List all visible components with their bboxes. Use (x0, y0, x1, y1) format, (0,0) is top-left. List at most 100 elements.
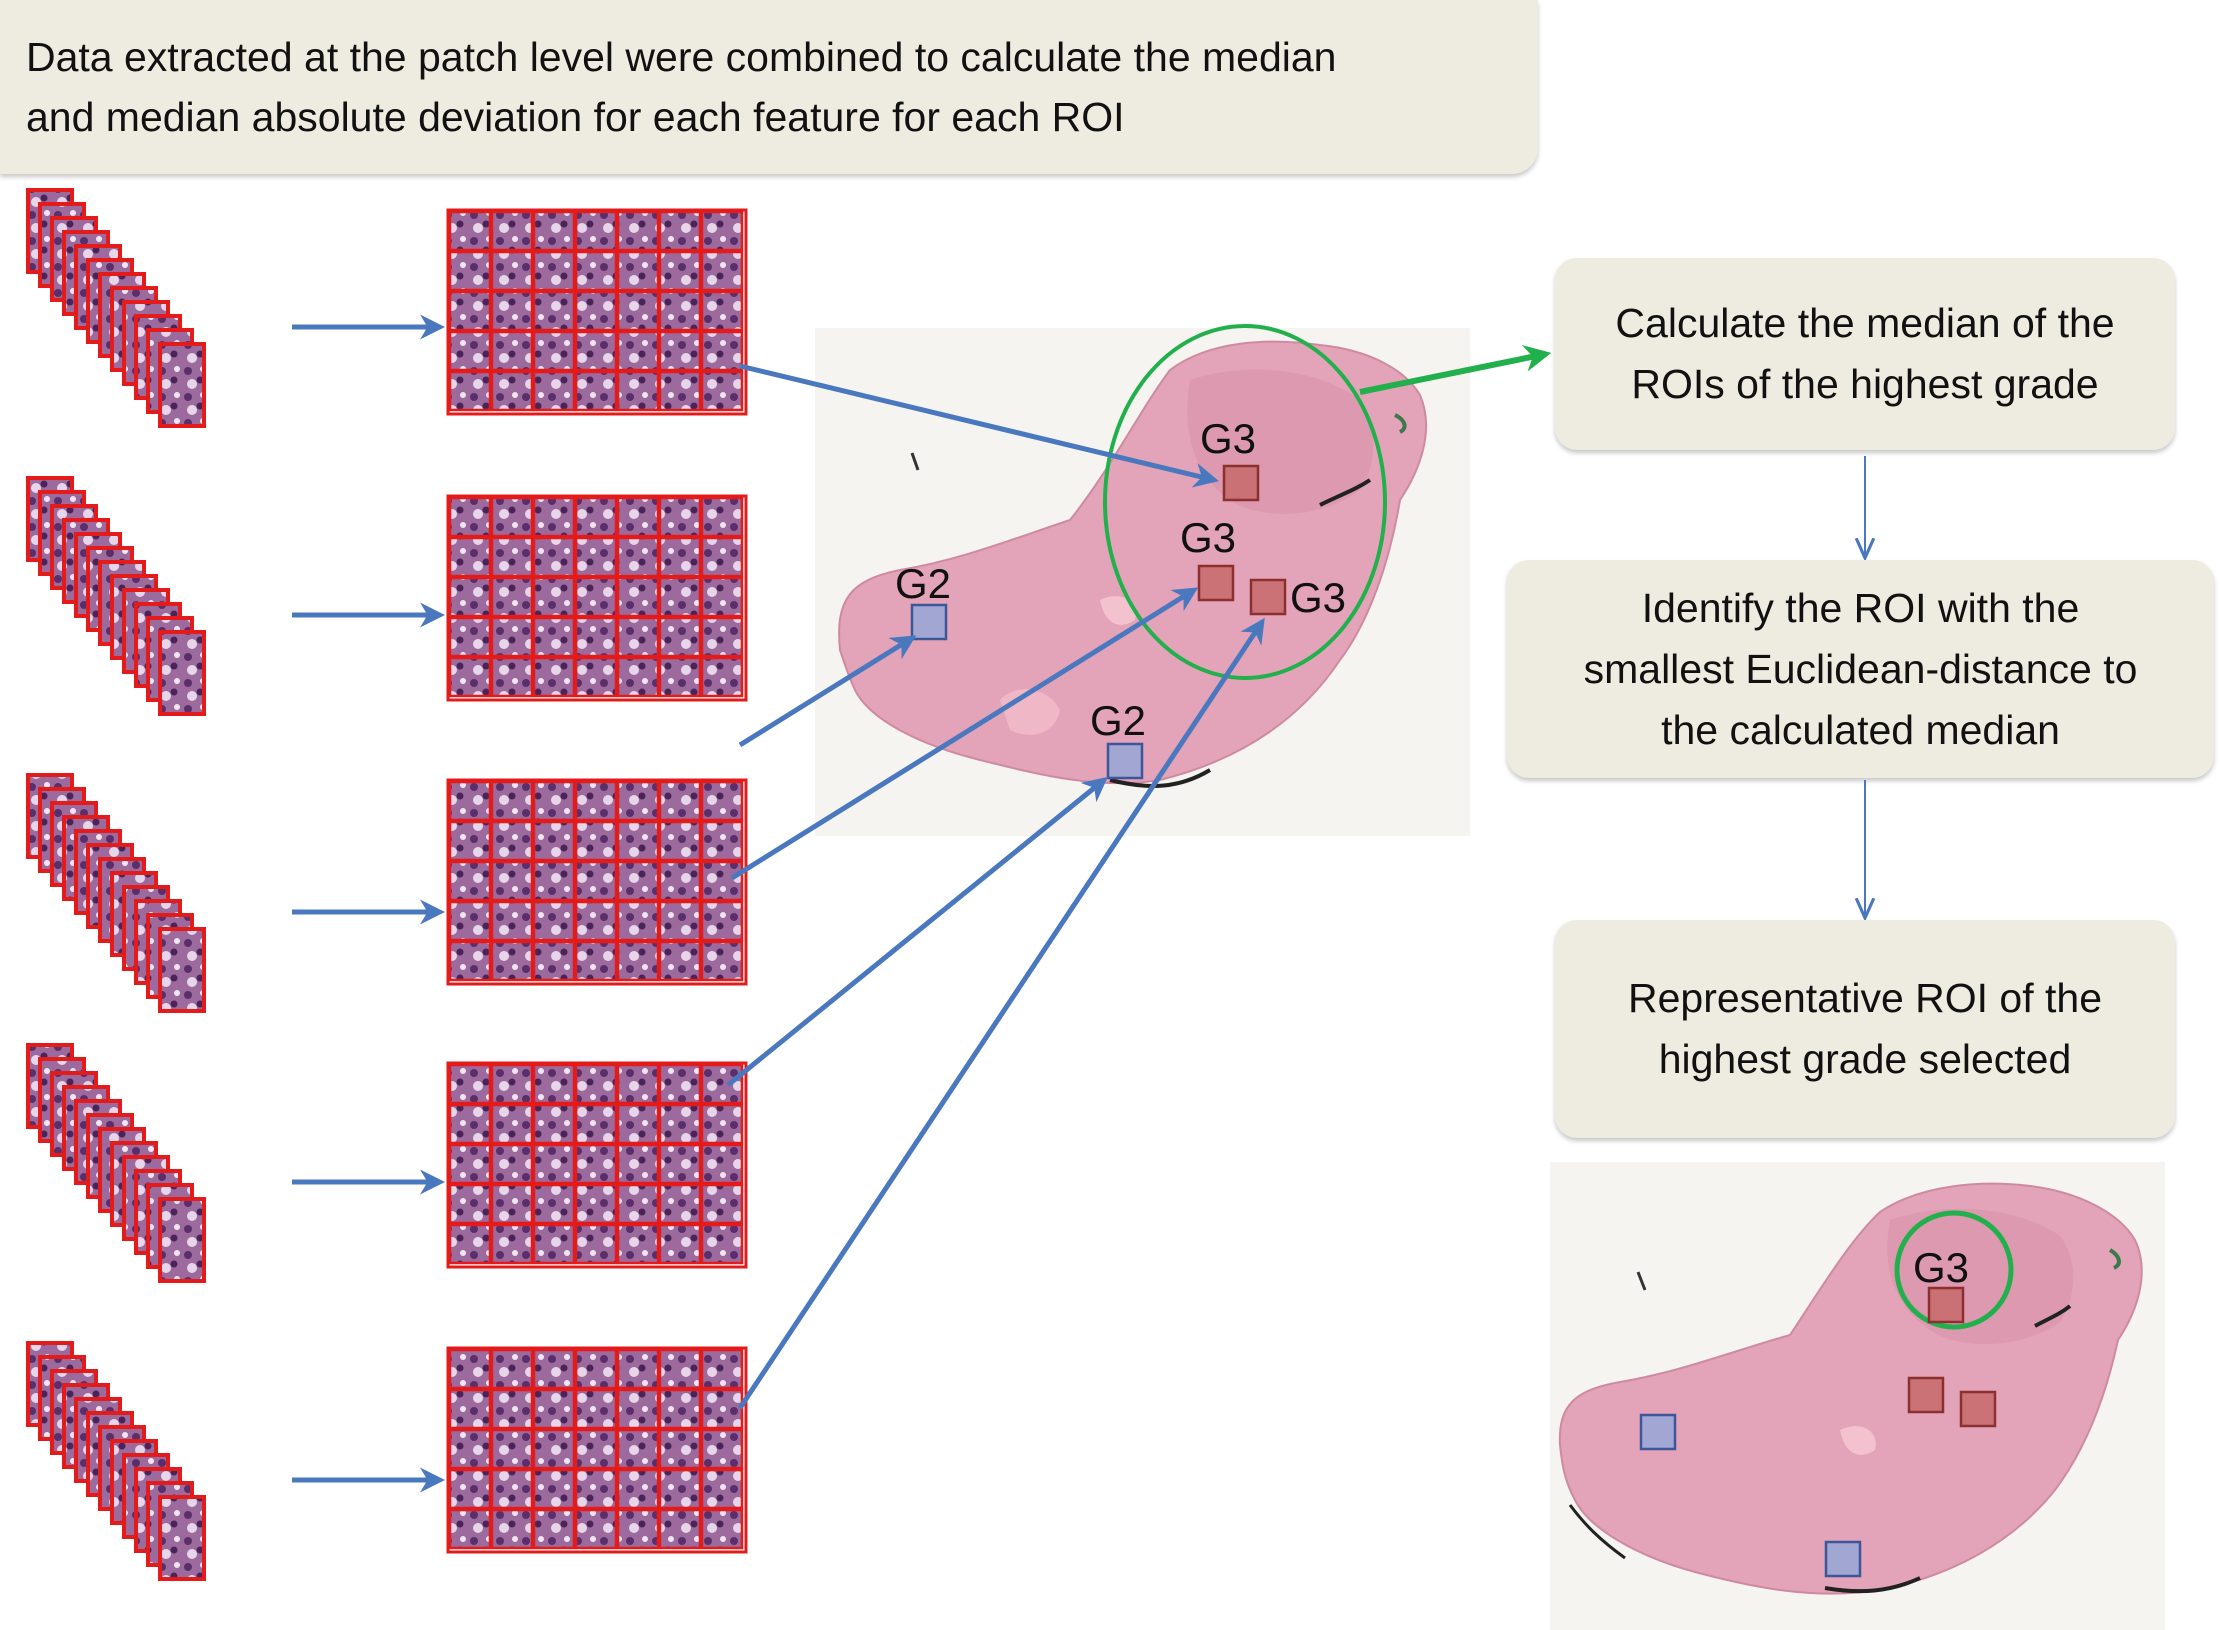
patch-grid-cell (448, 940, 492, 982)
patch-grid-cell (658, 1063, 702, 1105)
patch-grid-cell (532, 860, 576, 902)
patch-grid-cell (490, 1508, 534, 1550)
patch-grid-cell (574, 370, 618, 412)
patch-grid-cell (700, 496, 744, 538)
patch-grid-cell (448, 210, 492, 252)
patch-grid-cell (658, 250, 702, 292)
patch-grid-cell (700, 1223, 744, 1265)
patch-grid-cell (490, 940, 534, 982)
header-caption: Data extracted at the patch level were c… (0, 0, 1538, 174)
patch-grid-cell (700, 780, 744, 822)
patch-grid-cell (532, 1103, 576, 1145)
patch-grid-cell (658, 1223, 702, 1265)
patch-grid-cell (616, 820, 660, 862)
patch-grid-cell (574, 1183, 618, 1225)
patch-grid-cell (616, 1223, 660, 1265)
patch-grid-cell (490, 496, 534, 538)
arrow-grid1-to-g3-top (739, 363, 1219, 488)
patch-thumbnail (158, 630, 206, 716)
patch-grid-cell (700, 940, 744, 982)
patch-grid-cell (490, 576, 534, 618)
patch-grid-cell (658, 370, 702, 412)
patch-grid-cell (700, 576, 744, 618)
patch-thumbnail (158, 927, 206, 1013)
patch-grid-cell (616, 210, 660, 252)
patch-grid-cell (658, 616, 702, 658)
roi-g3-middle (1197, 564, 1235, 602)
step-3-line-2: highest grade selected (1658, 1036, 2072, 1082)
patch-grid-cell (658, 1428, 702, 1470)
patch-grid-cell (700, 1103, 744, 1145)
patch-grid-cell (490, 820, 534, 862)
patch-grid-cell (448, 780, 492, 822)
patch-grid-cell (616, 1143, 660, 1185)
patch-grid-cell (616, 1103, 660, 1145)
patch-grid-cell (532, 1143, 576, 1185)
patch-grid-cell (616, 1428, 660, 1470)
patch-grid-cell (658, 290, 702, 332)
patch-grid-cell (532, 1508, 576, 1550)
patch-grid-cell (616, 656, 660, 698)
patch-stacks (26, 188, 445, 1581)
patch-grid-cell (616, 330, 660, 372)
patch-grid-cell (616, 1348, 660, 1390)
patch-grid-cell (448, 1428, 492, 1470)
patch-grid-cell (700, 1508, 744, 1550)
patch-grid-cell (616, 860, 660, 902)
patch-grid-cell (574, 1388, 618, 1430)
patch-grid-cell (448, 656, 492, 698)
patch-grid-cell (532, 1223, 576, 1265)
patch-grid-cell (616, 370, 660, 412)
patch-grid-cell (490, 1223, 534, 1265)
patch-grid-cell (448, 1508, 492, 1550)
patch-grid-cell (532, 1388, 576, 1430)
patch-grid-cell (532, 1183, 576, 1225)
step-2-line-2: smallest Euclidean-distance to (1583, 645, 2138, 692)
arrow-grid3-to-g3-middle (730, 587, 1199, 881)
patch-grid-cell (658, 1348, 702, 1390)
patch-grid-cell (658, 780, 702, 822)
patch-thumbnail (158, 1495, 206, 1581)
patch-grid-cell (700, 1468, 744, 1510)
patch-grid-cell (616, 290, 660, 332)
patch-grid-cell (490, 616, 534, 658)
patch-grid-cell (574, 1063, 618, 1105)
patch-grid-cell (448, 250, 492, 292)
patch-grid-cell (448, 370, 492, 412)
patch-grid-cell (532, 1063, 576, 1105)
patch-grid-cell (574, 536, 618, 578)
patch-grid-cell (490, 1183, 534, 1225)
header-line-1: Data extracted at the patch level were c… (26, 34, 1337, 80)
patch-grid-cell (700, 1143, 744, 1185)
patch-grid-cell (700, 1183, 744, 1225)
patch-grid-cell (616, 250, 660, 292)
patch-grid-cell (616, 1063, 660, 1105)
patch-grid-cell (574, 1348, 618, 1390)
patch-grid-cell (658, 940, 702, 982)
patch-grid-cell (700, 536, 744, 578)
patch-grid-cell (574, 1223, 618, 1265)
patch-grid-cell (700, 656, 744, 698)
patch-grid-cell (574, 780, 618, 822)
patch-grid-cell (658, 1388, 702, 1430)
patch-grid-cell (574, 576, 618, 618)
patch-grid-cell (490, 210, 534, 252)
patch-grid-cell (700, 210, 744, 252)
patch-grid-cell (448, 900, 492, 942)
patch-grid-cell (574, 820, 618, 862)
patch-grid-cell (532, 1468, 576, 1510)
step-2-line-1: Identify the ROI with the (1641, 584, 2080, 631)
patch-grid-cell (448, 290, 492, 332)
label-g3-right: G3 (1290, 574, 1346, 621)
patch-grid-cell (490, 250, 534, 292)
patch-grid-cell (532, 250, 576, 292)
patch-grid-cell (658, 1103, 702, 1145)
patch-grid-cell (616, 496, 660, 538)
patch-grid-cell (574, 496, 618, 538)
roi-g2-left (910, 603, 948, 641)
arrow-grid4-to-g2-bottom (726, 776, 1108, 1087)
patch-grid-cell (574, 860, 618, 902)
patch-grid-cell (490, 656, 534, 698)
patch-grid-cell (490, 290, 534, 332)
